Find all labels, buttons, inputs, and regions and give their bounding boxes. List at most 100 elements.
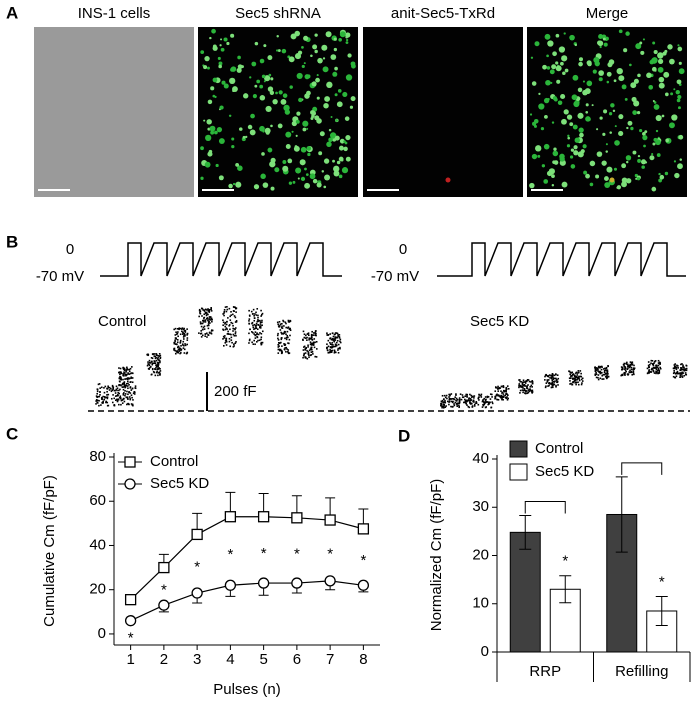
cell	[235, 181, 242, 188]
image-title: INS-1 cells	[78, 5, 151, 22]
cell	[328, 137, 333, 143]
trace-point	[518, 386, 520, 389]
cell	[338, 145, 344, 151]
trace-point	[673, 367, 676, 370]
x-axis-title: Pulses (n)	[213, 681, 281, 698]
trace-point	[131, 377, 134, 379]
y-axis-title: Normalized Cm (fF/pF)	[428, 479, 445, 632]
trace-point	[338, 334, 341, 336]
trace-point	[253, 333, 255, 335]
trace-point	[211, 329, 214, 332]
cell	[223, 83, 229, 89]
trace-point	[130, 376, 133, 379]
trace-point	[604, 369, 607, 371]
trace-point	[628, 366, 631, 369]
trace-point	[153, 355, 156, 358]
cell	[570, 148, 575, 152]
trace-point	[597, 370, 599, 372]
trace-point	[330, 350, 332, 352]
cell	[564, 68, 569, 73]
trace-point	[111, 401, 114, 404]
cell	[545, 79, 551, 86]
trace-point	[184, 344, 187, 347]
cell	[577, 112, 584, 119]
cell	[295, 119, 300, 124]
cell	[560, 93, 566, 100]
cell	[263, 44, 267, 48]
trace-point	[125, 378, 128, 380]
trace-point	[657, 364, 660, 367]
trace-point	[110, 397, 113, 400]
trace-point	[444, 399, 446, 402]
trace-point	[285, 333, 287, 336]
trace-point	[606, 370, 609, 373]
cell	[215, 163, 219, 168]
cell	[552, 51, 557, 57]
trace-point	[225, 341, 228, 343]
trace-point	[499, 395, 501, 398]
trace-point	[176, 339, 179, 341]
trace-point	[599, 365, 602, 368]
trace-point	[327, 334, 329, 336]
trace-point	[104, 385, 107, 388]
trace-point	[659, 366, 662, 369]
cell	[264, 127, 271, 134]
trace-point	[553, 374, 556, 377]
trace-point	[683, 366, 685, 369]
cell	[200, 176, 204, 180]
trace-point	[127, 373, 130, 375]
trace-point	[260, 336, 263, 339]
trace-point	[119, 397, 122, 399]
cell	[345, 38, 349, 42]
cell	[242, 135, 246, 139]
trace-point	[571, 371, 574, 374]
trace-point	[329, 337, 332, 339]
trace-point	[278, 321, 281, 323]
trace-point	[448, 397, 451, 400]
trace-point	[455, 400, 458, 402]
trace-point	[501, 397, 503, 399]
cell	[294, 53, 302, 60]
trace-point	[580, 378, 583, 381]
trace-point	[120, 372, 123, 375]
trace-point	[97, 395, 99, 398]
cell	[332, 159, 336, 163]
trace-point	[604, 373, 606, 376]
trace-point	[597, 368, 599, 371]
trace-point	[287, 342, 289, 344]
trace-point	[201, 334, 204, 337]
cell	[261, 74, 266, 79]
trace-point	[123, 383, 126, 386]
cell	[251, 61, 257, 67]
trace-point	[201, 322, 203, 325]
trace-point	[521, 389, 524, 391]
trace-point	[481, 400, 484, 402]
trace-point	[253, 314, 255, 317]
trace-point	[684, 369, 686, 371]
trace-point	[225, 339, 227, 341]
trace-point	[134, 387, 137, 390]
trace-point	[123, 369, 126, 372]
trace-point	[230, 333, 232, 336]
trace-point	[277, 339, 280, 341]
cell	[334, 93, 338, 97]
trace-point	[111, 389, 114, 391]
cell	[658, 172, 661, 176]
trace-point	[307, 344, 309, 347]
trace-point	[186, 328, 188, 330]
trace-point	[646, 372, 649, 375]
cell	[678, 134, 684, 140]
cell	[218, 61, 223, 66]
trace-point	[673, 371, 676, 374]
trace-point	[289, 334, 291, 337]
trace-point	[285, 336, 288, 339]
cell	[304, 182, 311, 189]
trace-point	[222, 313, 224, 315]
cell	[259, 125, 265, 132]
trace-point	[483, 403, 486, 406]
cell	[221, 80, 226, 85]
trace-point	[440, 404, 442, 407]
trace-point	[494, 386, 497, 388]
trace-point	[177, 351, 180, 354]
trace-point	[461, 396, 464, 398]
